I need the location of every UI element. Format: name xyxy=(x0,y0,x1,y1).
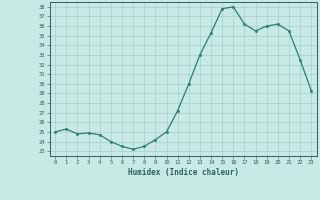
X-axis label: Humidex (Indice chaleur): Humidex (Indice chaleur) xyxy=(128,168,239,177)
